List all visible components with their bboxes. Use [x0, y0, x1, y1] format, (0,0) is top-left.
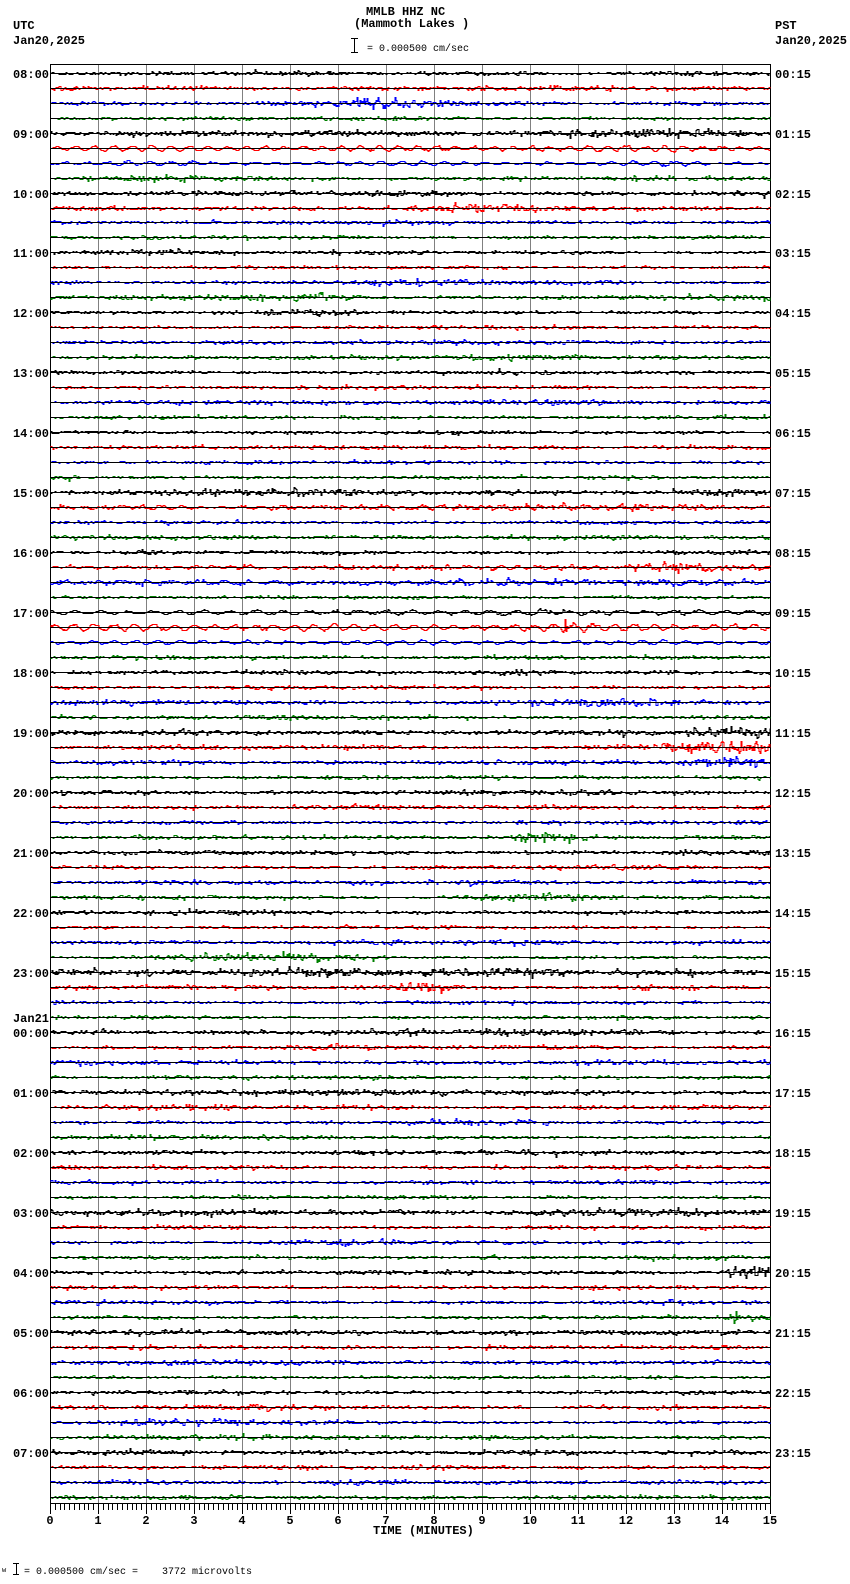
svg-text:2: 2 — [142, 1514, 149, 1528]
svg-text:17:15: 17:15 — [775, 1087, 811, 1101]
svg-text:15: 15 — [763, 1514, 777, 1528]
svg-text:22:00: 22:00 — [13, 907, 49, 921]
svg-text:07:00: 07:00 — [13, 1447, 49, 1461]
svg-text:15:15: 15:15 — [775, 967, 811, 981]
svg-text:8: 8 — [430, 1514, 437, 1528]
svg-text:07:15: 07:15 — [775, 487, 811, 501]
svg-text:11:15: 11:15 — [775, 727, 811, 741]
svg-text:12:00: 12:00 — [13, 307, 49, 321]
svg-text:w: w — [2, 1567, 7, 1575]
svg-text:= 0.000500 cm/sec =: = 0.000500 cm/sec = — [24, 1566, 138, 1578]
svg-text:08:15: 08:15 — [775, 547, 811, 561]
svg-text:04:00: 04:00 — [13, 1267, 49, 1281]
svg-text:20:15: 20:15 — [775, 1267, 811, 1281]
svg-text:0: 0 — [46, 1514, 53, 1528]
svg-text:UTC: UTC — [13, 19, 35, 33]
svg-text:04:15: 04:15 — [775, 307, 811, 321]
svg-text:01:00: 01:00 — [13, 1087, 49, 1101]
svg-text:3772 microvolts: 3772 microvolts — [162, 1566, 252, 1578]
svg-text:13:00: 13:00 — [13, 367, 49, 381]
svg-text:9: 9 — [478, 1514, 485, 1528]
svg-text:15:00: 15:00 — [13, 487, 49, 501]
svg-text:20:00: 20:00 — [13, 787, 49, 801]
svg-text:23:15: 23:15 — [775, 1447, 811, 1461]
svg-text:18:00: 18:00 — [13, 667, 49, 681]
svg-text:08:00: 08:00 — [13, 68, 49, 82]
svg-text:10:15: 10:15 — [775, 667, 811, 681]
svg-text:10: 10 — [523, 1514, 537, 1528]
svg-text:06:15: 06:15 — [775, 427, 811, 441]
svg-text:06:00: 06:00 — [13, 1387, 49, 1401]
svg-text:(Mammoth Lakes ): (Mammoth Lakes ) — [354, 17, 469, 31]
svg-text:Jan20,2025: Jan20,2025 — [775, 34, 847, 48]
svg-text:16:00: 16:00 — [13, 547, 49, 561]
svg-text:PST: PST — [775, 19, 797, 33]
svg-text:05:15: 05:15 — [775, 367, 811, 381]
svg-text:4: 4 — [238, 1514, 245, 1528]
svg-text:12:15: 12:15 — [775, 787, 811, 801]
svg-text:03:15: 03:15 — [775, 247, 811, 261]
svg-text:05:00: 05:00 — [13, 1327, 49, 1341]
svg-text:TIME (MINUTES): TIME (MINUTES) — [373, 1524, 474, 1538]
svg-text:00:15: 00:15 — [775, 68, 811, 82]
svg-text:14:15: 14:15 — [775, 907, 811, 921]
svg-text:10:00: 10:00 — [13, 188, 49, 202]
svg-text:19:15: 19:15 — [775, 1207, 811, 1221]
svg-text:23:00: 23:00 — [13, 967, 49, 981]
svg-text:17:00: 17:00 — [13, 607, 49, 621]
svg-text:21:15: 21:15 — [775, 1327, 811, 1341]
svg-text:13:15: 13:15 — [775, 847, 811, 861]
svg-text:21:00: 21:00 — [13, 847, 49, 861]
svg-text:00:00: 00:00 — [13, 1027, 49, 1041]
svg-text:11:00: 11:00 — [13, 247, 49, 261]
svg-text:03:00: 03:00 — [13, 1207, 49, 1221]
svg-text:12: 12 — [619, 1514, 633, 1528]
svg-text:18:15: 18:15 — [775, 1147, 811, 1161]
svg-text:19:00: 19:00 — [13, 727, 49, 741]
svg-text:13: 13 — [667, 1514, 681, 1528]
svg-text:09:15: 09:15 — [775, 607, 811, 621]
svg-text:7: 7 — [382, 1514, 389, 1528]
svg-text:14:00: 14:00 — [13, 427, 49, 441]
svg-text:02:00: 02:00 — [13, 1147, 49, 1161]
svg-text:14: 14 — [715, 1514, 729, 1528]
svg-text:02:15: 02:15 — [775, 188, 811, 202]
svg-text:= 0.000500 cm/sec: = 0.000500 cm/sec — [367, 43, 469, 55]
svg-text:3: 3 — [190, 1514, 197, 1528]
svg-text:MMLB HHZ NC: MMLB HHZ NC — [366, 5, 445, 19]
svg-text:09:00: 09:00 — [13, 128, 49, 142]
svg-text:Jan21: Jan21 — [13, 1012, 49, 1026]
svg-text:16:15: 16:15 — [775, 1027, 811, 1041]
svg-text:Jan20,2025: Jan20,2025 — [13, 34, 85, 48]
svg-text:1: 1 — [94, 1514, 101, 1528]
svg-text:11: 11 — [571, 1514, 585, 1528]
svg-text:5: 5 — [286, 1514, 293, 1528]
svg-text:01:15: 01:15 — [775, 128, 811, 142]
svg-text:22:15: 22:15 — [775, 1387, 811, 1401]
svg-text:6: 6 — [334, 1514, 341, 1528]
